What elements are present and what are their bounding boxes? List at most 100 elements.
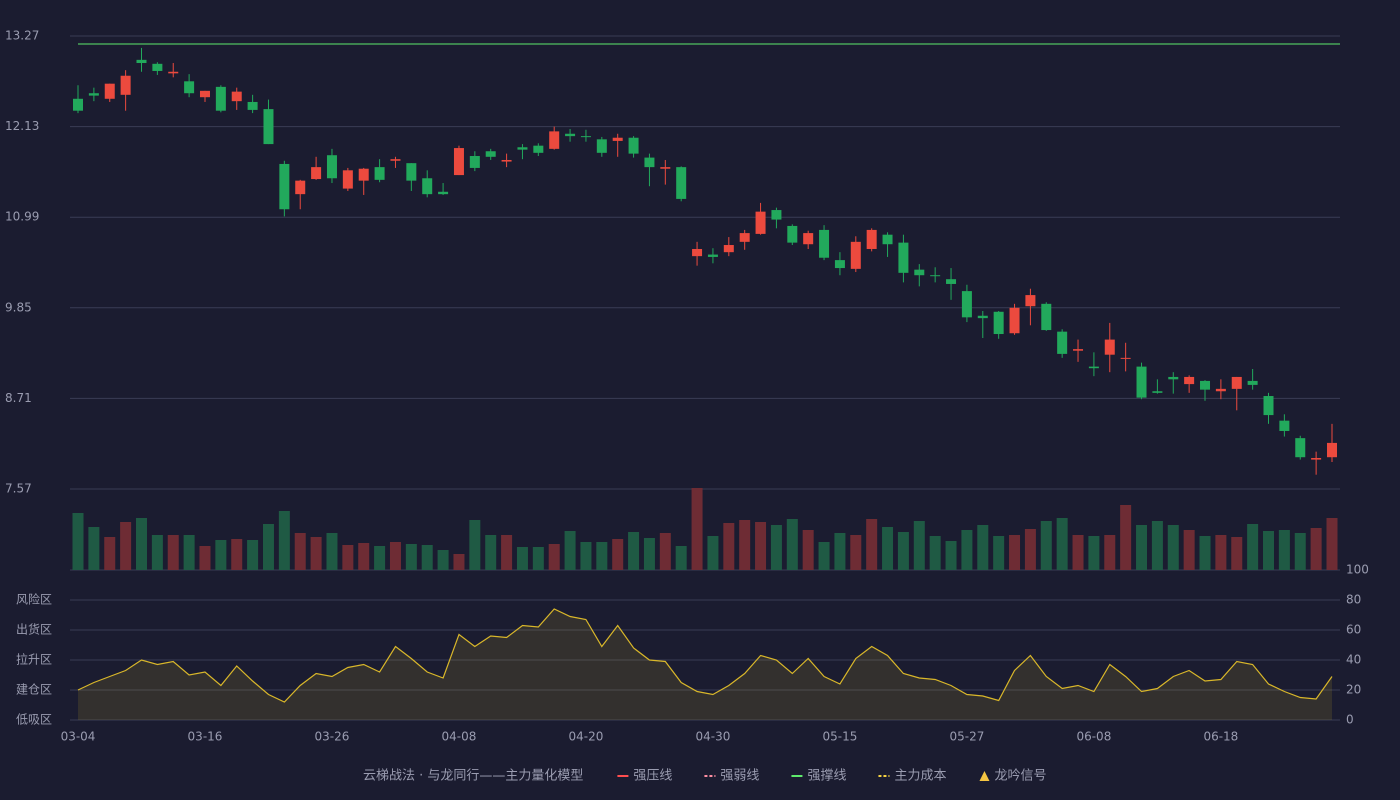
- candle-body: [517, 147, 528, 150]
- candle-body: [866, 229, 877, 249]
- x-tick-label: 04-20: [569, 730, 604, 744]
- candle-body: [882, 234, 893, 245]
- volume-bar: [1326, 518, 1338, 570]
- volume-bar: [88, 527, 100, 570]
- candle-body: [1041, 303, 1052, 331]
- volume-bar: [882, 527, 894, 570]
- x-tick-label: 05-27: [949, 730, 984, 744]
- volume-bar: [1009, 535, 1021, 570]
- x-tick-label: 04-08: [442, 730, 477, 744]
- volume-bar: [1151, 521, 1163, 570]
- volume-bar: [1215, 535, 1227, 570]
- candle-body: [295, 180, 306, 195]
- volume-bar: [643, 538, 655, 570]
- candle-body: [263, 109, 274, 145]
- candle-body: [946, 279, 957, 284]
- candle-body: [1247, 380, 1258, 385]
- candle-body: [1136, 366, 1147, 398]
- candle-body: [565, 133, 576, 137]
- candle-body: [1088, 366, 1099, 369]
- candle-body: [1200, 380, 1211, 390]
- x-tick-label: 05-15: [822, 730, 857, 744]
- volume-bar: [374, 546, 386, 570]
- volume-bar: [913, 521, 925, 570]
- candle-body: [977, 315, 988, 319]
- candle-body: [819, 229, 830, 258]
- candle-body: [120, 75, 131, 95]
- volume-bar: [294, 533, 306, 570]
- candle-body: [1104, 339, 1115, 355]
- legend-label: 强撑线: [807, 769, 846, 784]
- volume-bar: [1024, 529, 1036, 570]
- volume-bar: [405, 544, 417, 570]
- legend-label: 龙吟信号: [994, 768, 1046, 784]
- volume-bar: [961, 530, 973, 570]
- candle-body: [596, 139, 607, 153]
- volume-bar: [167, 535, 179, 570]
- volume-bar: [818, 542, 830, 570]
- y-tick-label: 13.27: [5, 29, 39, 43]
- volume-bar: [1310, 528, 1322, 570]
- y-tick-label: 7.57: [5, 482, 32, 496]
- volume-bar: [1263, 531, 1275, 570]
- volume-bar: [437, 550, 449, 570]
- candle-body: [374, 167, 385, 180]
- candle-body: [358, 168, 369, 181]
- legend-label: 强压线: [633, 769, 672, 784]
- volume-bar: [564, 531, 576, 570]
- volume-bar: [786, 519, 798, 570]
- volume-bar: [1231, 537, 1243, 570]
- zone-label: 低吸区: [16, 713, 52, 727]
- y-tick-label: 10.99: [5, 210, 39, 224]
- candle-body: [755, 211, 766, 234]
- candle-body: [136, 59, 147, 64]
- indicator-area: [78, 609, 1332, 720]
- volume-bar: [691, 488, 703, 570]
- candle-body: [707, 254, 718, 257]
- candle-body: [644, 157, 655, 168]
- candle-body: [692, 248, 703, 257]
- volume-bar: [453, 554, 465, 570]
- candle-body: [422, 178, 433, 195]
- candle-body: [628, 137, 639, 154]
- candle-body: [914, 269, 925, 276]
- candle-body: [247, 101, 258, 110]
- candle-body: [660, 167, 671, 169]
- volume-bar: [580, 542, 592, 570]
- candle-body: [231, 91, 242, 102]
- volume-bar: [993, 536, 1005, 570]
- candle-body: [1184, 376, 1195, 385]
- volume-bar: [135, 518, 147, 570]
- candle-body: [1120, 357, 1131, 359]
- volume-bar: [1183, 530, 1195, 570]
- candle-body: [1295, 438, 1306, 458]
- volume-bar: [247, 540, 259, 570]
- volume-bar: [1294, 533, 1306, 570]
- volume-bar: [675, 546, 687, 570]
- candle-body: [104, 83, 115, 99]
- candle-body: [723, 245, 734, 253]
- candle-body: [1327, 442, 1337, 458]
- y2-tick-label: 0: [1346, 713, 1354, 727]
- candle-body: [1263, 396, 1274, 416]
- legend: 云梯战法 · 与龙同行——主力量化模型 强压线 强弱线 强撑线 主力成本 龙吟信号: [363, 768, 1046, 784]
- volume-bar: [421, 545, 433, 570]
- volume-bar: [1072, 535, 1084, 570]
- volume-bar: [739, 520, 751, 570]
- candle-body: [279, 163, 290, 210]
- x-tick-label: 06-18: [1203, 730, 1238, 744]
- zone-label: 风险区: [16, 592, 52, 607]
- x-tick-label: 04-30: [695, 730, 730, 744]
- candle-body: [342, 170, 353, 189]
- volume-bar: [1136, 525, 1148, 570]
- candle-body: [73, 98, 83, 111]
- candle-body: [485, 151, 496, 157]
- y2-tick-label: 60: [1346, 623, 1361, 637]
- volume-bar: [1247, 524, 1259, 570]
- volume-bar: [326, 533, 338, 570]
- candle-body: [469, 156, 480, 168]
- volume-bar: [485, 535, 497, 570]
